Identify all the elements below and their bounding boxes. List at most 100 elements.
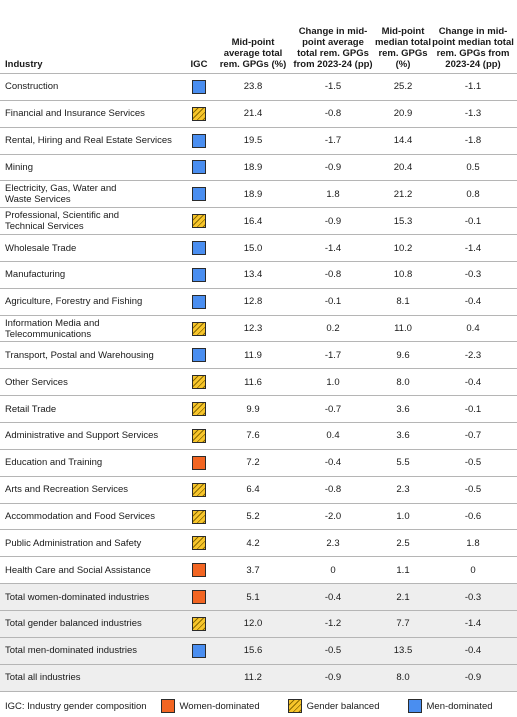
igc-cell (187, 316, 211, 342)
igc-cell (187, 396, 211, 422)
median-cell: 10.2 (393, 242, 413, 254)
balanced-swatch-icon (287, 699, 302, 713)
avg-cell: 13.4 (243, 269, 263, 281)
igc-cell (187, 665, 211, 691)
avg-cell: 12.0 (243, 618, 263, 630)
industry-cell: Education and Training (5, 457, 103, 469)
median-change-cell: -0.4 (464, 376, 482, 388)
median-change-cell: 0.5 (466, 161, 480, 173)
balanced-swatch-icon (192, 106, 206, 121)
legend: IGC: Industry gender composition Women-d… (0, 695, 517, 717)
avg-cell: 7.2 (246, 457, 260, 469)
igc-cell (187, 530, 211, 556)
total-row: Total all industries 11.2 -0.9 8.0 -0.9 (0, 664, 517, 692)
industry-cell: Accommodation and Food Services (5, 511, 155, 523)
table-row: Rental, Hiring and Real Estate Services 1… (0, 128, 517, 155)
median-cell: 3.6 (396, 403, 410, 415)
table-row: Arts and Recreation Services 6.4 -0.8 2.3 -0… (0, 477, 517, 504)
avg-change-cell: -0.8 (324, 108, 342, 120)
avg-change-cell: 0.2 (326, 323, 340, 335)
avg-change-cell: -1.7 (324, 349, 342, 361)
avg-cell: 5.1 (246, 591, 260, 603)
median-change-cell: 0 (470, 564, 476, 576)
table-row: Information Media and Telecommunications… (0, 316, 517, 343)
table-row: Health Care and Social Assistance 3.7 0 1.1… (0, 557, 517, 585)
avg-change-cell: -0.9 (324, 215, 342, 227)
avg-change-cell: -1.7 (324, 135, 342, 147)
igc-cell (187, 74, 211, 100)
balanced-swatch-icon (192, 482, 206, 497)
table-row: Manufacturing 13.4 -0.8 10.8 -0.3 (0, 262, 517, 289)
header-median-change: Change in mid-point median total rem. GP… (432, 26, 514, 70)
igc-cell (187, 208, 211, 234)
avg-change-cell: 0.4 (326, 430, 340, 442)
balanced-swatch-icon (192, 428, 206, 443)
avg-cell: 15.6 (243, 645, 263, 657)
median-change-cell: -0.1 (464, 403, 482, 415)
industry-cell: Total men-dominated industries (5, 645, 138, 657)
table-row: Professional, Scientific and Technical S… (0, 208, 517, 236)
median-cell: 14.4 (393, 135, 413, 147)
median-change-cell: -0.3 (464, 591, 482, 603)
avg-change-cell: -0.1 (324, 296, 342, 308)
median-cell: 15.3 (393, 215, 413, 227)
avg-change-cell: 2.3 (326, 537, 340, 549)
table-row: Mining 18.9 -0.9 20.4 0.5 (0, 155, 517, 182)
men-swatch-icon (192, 267, 206, 282)
avg-cell: 23.8 (243, 81, 263, 93)
avg-change-cell: -2.0 (324, 511, 342, 523)
igc-cell (187, 423, 211, 449)
table-row: Public Administration and Safety 4.2 2.3 2.… (0, 530, 517, 558)
median-cell: 20.4 (393, 161, 413, 173)
median-change-cell: -0.4 (464, 296, 482, 308)
industry-cell: Administrative and Support Services (5, 430, 159, 442)
men-swatch-icon (192, 187, 206, 202)
industry-cell: Wholesale Trade (5, 242, 77, 254)
table-header: Industry IGC Mid-point average total rem… (0, 0, 517, 74)
avg-cell: 6.4 (246, 484, 260, 496)
men-swatch-icon (192, 160, 206, 175)
balanced-swatch-icon (192, 616, 206, 631)
median-change-cell: -0.5 (464, 484, 482, 496)
men-swatch-icon (192, 241, 206, 256)
median-change-cell: -1.1 (464, 81, 482, 93)
avg-cell: 5.2 (246, 511, 260, 523)
median-cell: 10.8 (393, 269, 413, 281)
median-change-cell: -0.9 (464, 672, 482, 684)
industry-cell: Arts and Recreation Services (5, 484, 129, 496)
industry-cell: Transport, Postal and Warehousing (5, 349, 154, 361)
igc-cell (187, 289, 211, 315)
igc-cell (187, 638, 211, 664)
median-change-cell: -1.4 (464, 618, 482, 630)
avg-cell: 12.3 (243, 323, 263, 335)
industry-cell: Total women-dominated industries (5, 591, 150, 603)
balanced-swatch-icon (192, 214, 206, 229)
avg-cell: 7.6 (246, 430, 260, 442)
header-igc: IGC (190, 59, 208, 70)
median-cell: 1.0 (396, 511, 410, 523)
total-row: Total women-dominated industries 5.1 -0.4 2… (0, 584, 517, 611)
legend-men-label: Men-dominated (426, 700, 493, 712)
median-cell: 9.6 (396, 349, 410, 361)
industry-cell: Information Media and Telecommunications (5, 317, 100, 340)
median-change-cell: 0.4 (466, 323, 480, 335)
industry-cell: Electricity, Gas, Water and Waste Servic… (5, 183, 117, 206)
industry-cell: Professional, Scientific and Technical S… (5, 210, 120, 233)
median-change-cell: -0.5 (464, 457, 482, 469)
avg-cell: 4.2 (246, 537, 260, 549)
median-cell: 2.5 (396, 537, 410, 549)
table-row: Education and Training 7.2 -0.4 5.5 -0.5 (0, 450, 517, 477)
table-row: Retail Trade 9.9 -0.7 3.6 -0.1 (0, 396, 517, 424)
avg-cell: 15.0 (243, 242, 263, 254)
legend-balanced-label: Gender balanced (306, 700, 380, 712)
men-swatch-icon (192, 133, 206, 148)
median-change-cell: -0.3 (464, 269, 482, 281)
avg-change-cell: 1.0 (326, 376, 340, 388)
median-cell: 5.5 (396, 457, 410, 469)
igc-cell (187, 101, 211, 127)
table-row: Agriculture, Forestry and Fishing 12.8 -0.… (0, 289, 517, 316)
avg-cell: 21.4 (243, 108, 263, 120)
median-cell: 11.0 (394, 323, 412, 335)
industry-cell: Retail Trade (5, 403, 57, 415)
table-row: Construction 23.8 -1.5 25.2 -1.1 (0, 74, 517, 101)
